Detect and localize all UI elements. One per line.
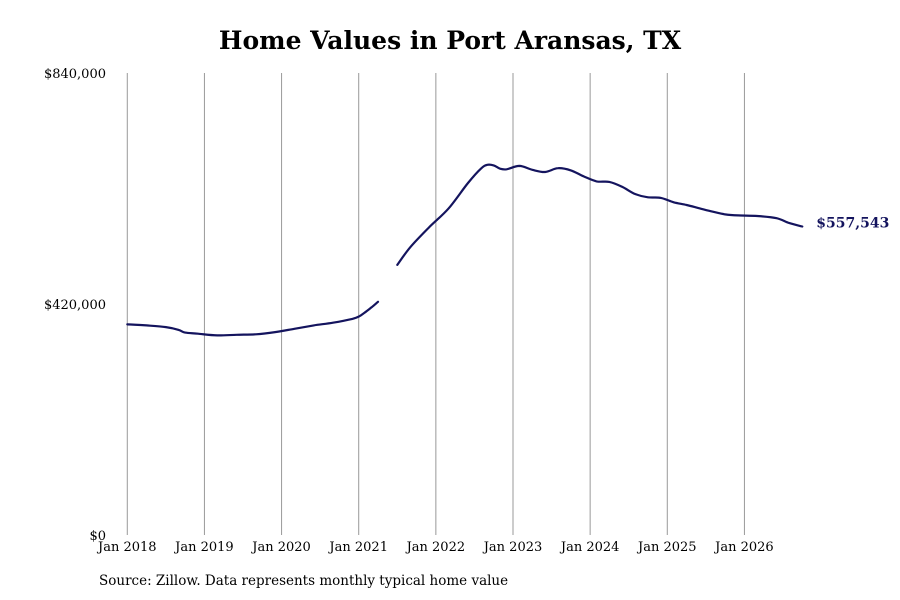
source-note: Source: Zillow. Data represents monthly …	[99, 573, 509, 589]
chart-title: Home Values in Port Aransas, TX	[218, 26, 682, 55]
x-tick-label: Jan 2021	[327, 540, 388, 555]
x-tick-label: Jan 2025	[636, 540, 697, 555]
series-line-segment	[126, 300, 380, 337]
y-tick-label: $840,000	[44, 67, 106, 82]
y-tick-label: $0	[89, 529, 106, 544]
x-tick-label: Jan 2022	[405, 540, 466, 555]
y-axis-ticks: $0 $420,000 $840,000	[44, 67, 106, 544]
series-line-segment	[396, 163, 804, 266]
x-tick-label: Jan 2026	[713, 540, 774, 555]
x-tick-label: Jan 2018	[96, 540, 157, 555]
end-value-label: $557,543	[816, 215, 889, 231]
x-tick-label: Jan 2024	[559, 540, 620, 555]
x-axis-ticks: Jan 2018 Jan 2019 Jan 2020 Jan 2021 Jan 2022…	[96, 540, 774, 555]
series-lines	[126, 163, 804, 337]
x-tick-label: Jan 2019	[173, 540, 234, 555]
x-tick-label: Jan 2020	[250, 540, 311, 555]
x-tick-label: Jan 2023	[482, 540, 543, 555]
y-tick-label: $420,000	[44, 298, 106, 313]
grid-lines	[126, 73, 745, 535]
